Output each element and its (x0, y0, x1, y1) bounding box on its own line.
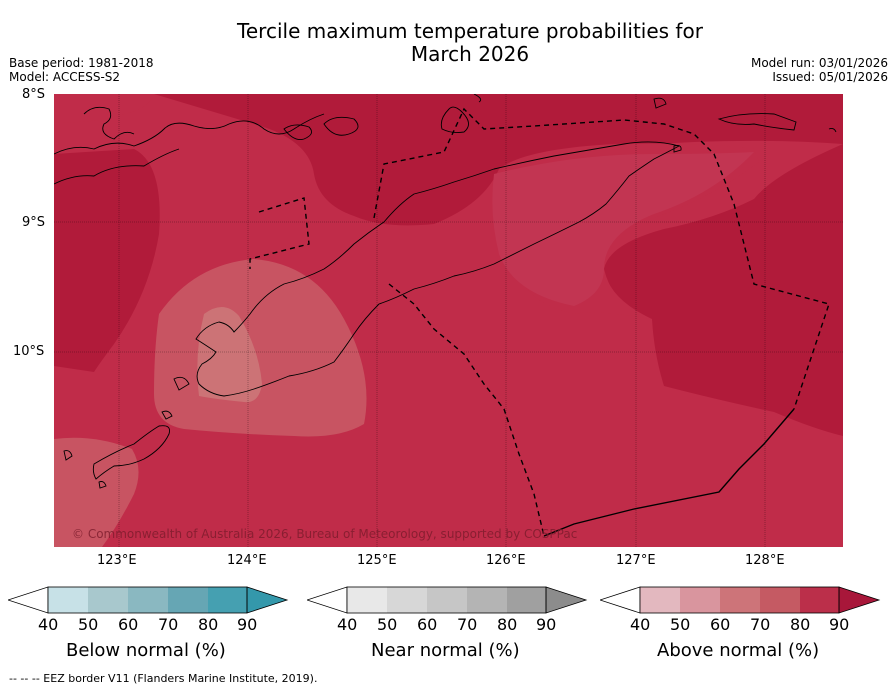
colorbar-below-label: Below normal (%) (66, 640, 226, 661)
colorbar-near-low-arrow (307, 586, 348, 614)
lon-label-126e: 126°E (486, 553, 526, 568)
prob-region-above-60 (197, 306, 262, 403)
eez-border (249, 107, 830, 537)
colorbar-below-bin-40 (48, 587, 88, 613)
colorbar-near-bin-40 (347, 587, 387, 613)
colorbar-near-bin-60 (427, 587, 467, 613)
colorbar-near-bin-50 (387, 587, 427, 613)
colorbar-below-high-arrow (246, 586, 289, 614)
near-tick-80: 80 (497, 615, 518, 634)
prob-region-above-90-west (54, 149, 160, 372)
prob-region-above-70-sw (54, 437, 139, 547)
title-line-1: Tercile maximum temperature probabilitie… (237, 19, 703, 43)
issued-date: Issued: 05/01/2026 (772, 70, 888, 84)
above-tick-80: 80 (790, 615, 811, 634)
colorbar-below-bin-60 (128, 587, 168, 613)
lat-label-10s: 10°S (13, 344, 45, 359)
above-tick-60: 60 (710, 615, 731, 634)
lon-label-128e: 128°E (745, 553, 785, 568)
model-run: Model run: 03/01/2026 (750, 56, 888, 70)
colorbar-near-bin-80 (507, 587, 546, 613)
lon-label-123e: 123°E (97, 553, 137, 568)
lon-label-124e: 124°E (227, 553, 267, 568)
above-tick-70: 70 (750, 615, 771, 634)
colorbar-above-bin-40 (640, 587, 680, 613)
colorbar-below-bin-50 (88, 587, 128, 613)
colorbar-near-bin-70 (467, 587, 507, 613)
near-tick-40: 40 (337, 615, 358, 634)
colorbar-above-label: Above normal (%) (657, 640, 820, 661)
above-tick-50: 50 (670, 615, 691, 634)
colorbar-above-bin-50 (680, 587, 720, 613)
colorbar-above-high-arrow (838, 586, 881, 614)
graticule (54, 94, 843, 547)
near-tick-50: 50 (377, 615, 398, 634)
colorbar-above-bin-60 (720, 587, 760, 613)
above-tick-40: 40 (630, 615, 651, 634)
lat-label-9s: 9°S (22, 215, 46, 230)
colorbar-near-high-arrow (545, 586, 588, 614)
meta-left: Base period: 1981-2018 Model: ACCESS-S2 (9, 56, 154, 84)
colorbar-below-bin-70 (168, 587, 208, 613)
lon-label-127e: 127°E (616, 553, 656, 568)
colorbar-above-low-arrow (600, 586, 641, 614)
colorbar-near-label: Near normal (%) (371, 640, 520, 661)
map-panel: © Commonwealth of Australia 2026, Bureau… (54, 94, 843, 547)
lat-label-8s: 8°S (22, 87, 46, 102)
colorbar-below-low-arrow (8, 586, 49, 614)
copyright-text: © Commonwealth of Australia 2026, Bureau… (72, 527, 577, 541)
below-tick-80: 80 (198, 615, 219, 634)
above-tick-90: 90 (829, 615, 850, 634)
lon-label-125e: 125°E (357, 553, 397, 568)
model-name: Model: ACCESS-S2 (9, 70, 121, 84)
colorbar-near-normal (307, 586, 588, 614)
below-tick-50: 50 (78, 615, 99, 634)
coastlines (54, 94, 837, 489)
meta-right: Model run: 03/01/2026 Issued: 05/01/2026 (751, 56, 888, 84)
near-tick-70: 70 (457, 615, 478, 634)
chart-title: Tercile maximum temperature probabilitie… (0, 20, 896, 66)
prob-region-above-80-central (492, 152, 754, 306)
near-tick-60: 60 (417, 615, 438, 634)
below-tick-40: 40 (38, 615, 59, 634)
colorbar-below-normal (8, 586, 289, 614)
below-tick-60: 60 (118, 615, 139, 634)
eez-border-solid (543, 408, 795, 537)
colorbar-above-normal (600, 586, 881, 614)
colorbar-above-bin-80 (800, 587, 839, 613)
base-period: Base period: 1981-2018 (9, 56, 154, 70)
below-tick-90: 90 (237, 615, 258, 634)
near-tick-90: 90 (536, 615, 557, 634)
colorbar-above-bin-70 (760, 587, 800, 613)
title-line-2: March 2026 (410, 42, 530, 66)
prob-region-above-90-east (604, 94, 843, 436)
colorbar-below-bin-80 (208, 587, 247, 613)
below-tick-70: 70 (158, 615, 179, 634)
eez-footnote: -- -- -- EEZ border V11 (Flanders Marine… (9, 672, 318, 685)
